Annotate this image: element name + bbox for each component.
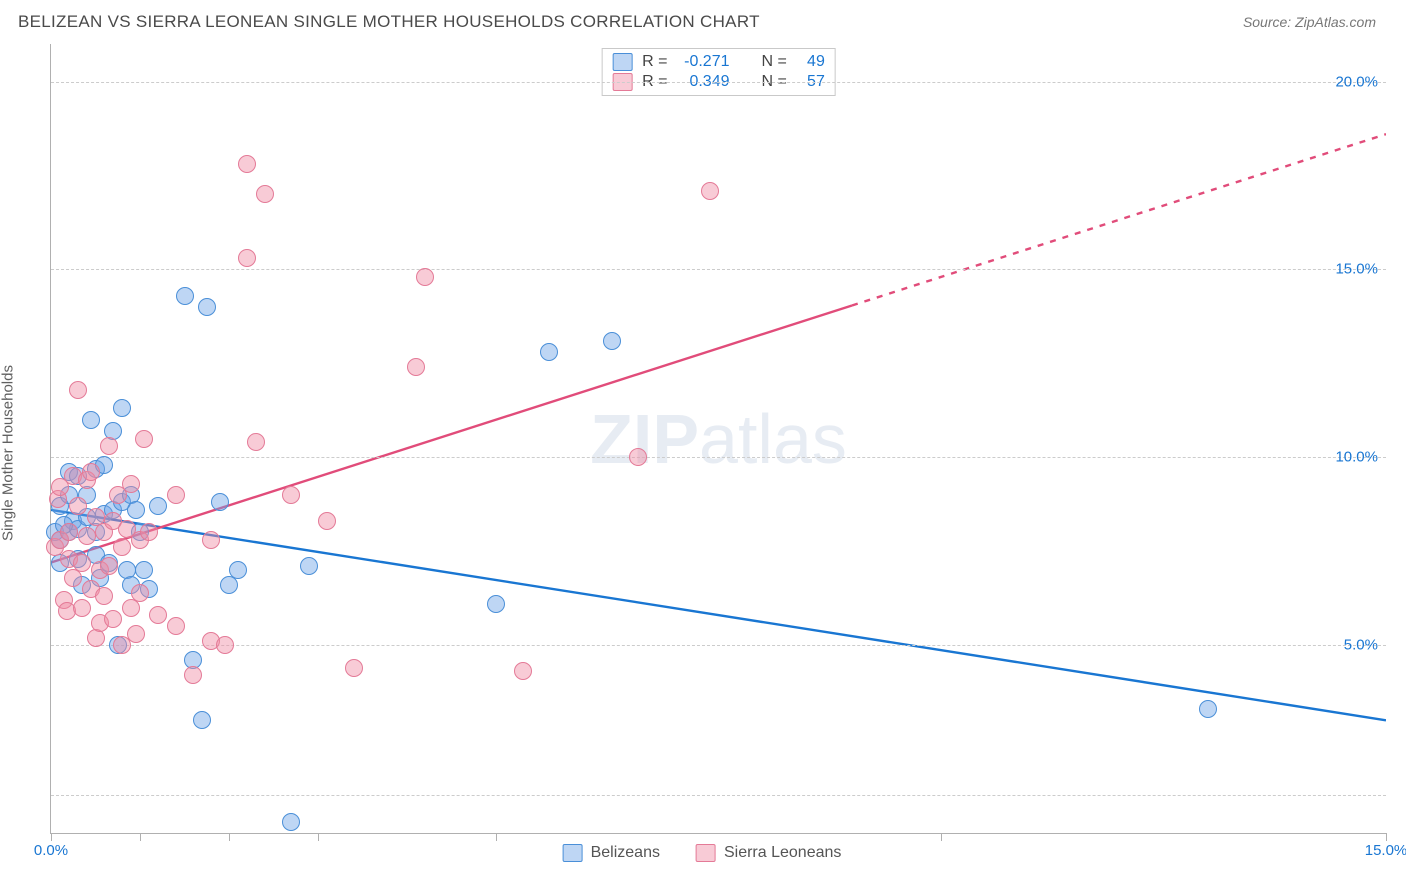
data-point: [127, 625, 145, 643]
chart-area: Single Mother Households ZIPatlas R =-0.…: [18, 44, 1386, 862]
data-point: [73, 599, 91, 617]
data-point: [113, 538, 131, 556]
data-point: [176, 287, 194, 305]
data-point: [603, 332, 621, 350]
data-point: [184, 666, 202, 684]
data-point: [216, 636, 234, 654]
data-point: [122, 475, 140, 493]
gridline: [51, 269, 1386, 270]
data-point: [100, 437, 118, 455]
data-point: [238, 155, 256, 173]
data-point: [127, 501, 145, 519]
data-point: [82, 463, 100, 481]
data-point: [82, 411, 100, 429]
data-point: [300, 557, 318, 575]
data-point: [407, 358, 425, 376]
x-tick: [941, 833, 942, 841]
data-point: [100, 557, 118, 575]
data-point: [701, 182, 719, 200]
data-point: [247, 433, 265, 451]
x-tick: [140, 833, 141, 841]
data-point: [167, 617, 185, 635]
data-point: [629, 448, 647, 466]
data-point: [73, 554, 91, 572]
legend-swatch: [612, 53, 632, 71]
x-tick: [229, 833, 230, 841]
data-point: [95, 587, 113, 605]
gridline: [51, 457, 1386, 458]
x-tick: [318, 833, 319, 841]
gridline: [51, 795, 1386, 796]
data-point: [282, 486, 300, 504]
data-point: [104, 610, 122, 628]
data-point: [60, 523, 78, 541]
data-point: [416, 268, 434, 286]
data-point: [135, 561, 153, 579]
data-point: [198, 298, 216, 316]
x-tick: [1386, 833, 1387, 841]
data-point: [1199, 700, 1217, 718]
data-point: [540, 343, 558, 361]
chart-title: BELIZEAN VS SIERRA LEONEAN SINGLE MOTHER…: [18, 12, 760, 32]
chart-header: BELIZEAN VS SIERRA LEONEAN SINGLE MOTHER…: [0, 0, 1406, 36]
stats-row: R =-0.271N =49: [612, 53, 825, 71]
data-point: [135, 430, 153, 448]
plot-region: ZIPatlas R =-0.271N =49R =0.349N =57 5.0…: [50, 44, 1386, 834]
data-point: [514, 662, 532, 680]
legend-swatch: [563, 844, 583, 862]
stats-legend: R =-0.271N =49R =0.349N =57: [601, 48, 836, 96]
chart-source: Source: ZipAtlas.com: [1243, 14, 1376, 30]
data-point: [113, 399, 131, 417]
data-point: [193, 711, 211, 729]
data-point: [202, 531, 220, 549]
data-point: [282, 813, 300, 831]
x-tick-label: 15.0%: [1365, 842, 1406, 859]
y-tick-label: 5.0%: [1344, 637, 1378, 654]
data-point: [229, 561, 247, 579]
data-point: [78, 527, 96, 545]
data-point: [69, 497, 87, 515]
watermark: ZIPatlas: [590, 399, 847, 479]
y-tick-label: 20.0%: [1335, 73, 1378, 90]
legend-item: Sierra Leoneans: [696, 844, 841, 862]
data-point: [487, 595, 505, 613]
y-axis-label: Single Mother Households: [0, 365, 17, 541]
data-point: [167, 486, 185, 504]
data-point: [345, 659, 363, 677]
data-point: [211, 493, 229, 511]
data-point: [131, 584, 149, 602]
data-point: [256, 185, 274, 203]
gridline: [51, 645, 1386, 646]
data-point: [238, 249, 256, 267]
data-point: [318, 512, 336, 530]
data-point: [140, 523, 158, 541]
data-point: [149, 497, 167, 515]
x-tick: [496, 833, 497, 841]
bottom-legend: Belizeans Sierra Leoneans: [563, 844, 842, 862]
y-tick-label: 15.0%: [1335, 261, 1378, 278]
legend-swatch: [696, 844, 716, 862]
y-tick-label: 10.0%: [1335, 449, 1378, 466]
x-tick: [51, 833, 52, 841]
x-tick-label: 0.0%: [34, 842, 68, 859]
data-point: [69, 381, 87, 399]
gridline: [51, 82, 1386, 83]
data-point: [149, 606, 167, 624]
legend-item: Belizeans: [563, 844, 660, 862]
